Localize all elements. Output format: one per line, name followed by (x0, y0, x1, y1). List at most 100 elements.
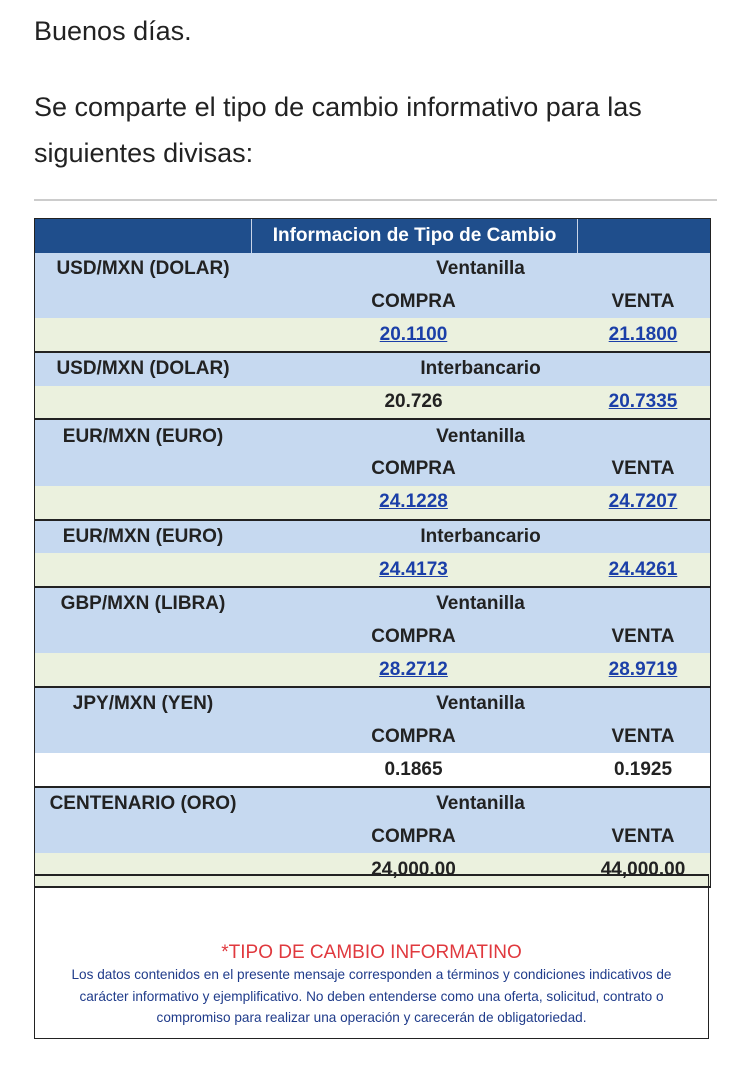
currency: USD/MXN (DOLAR) (56, 258, 230, 280)
currency-cell: EUR/MXN (EURO) (35, 521, 251, 554)
value-cell: 24.7207 (576, 486, 710, 519)
value-cell: 20.7335 (576, 386, 710, 419)
type-cell: Ventanilla (251, 688, 710, 721)
column-label: VENTA (611, 291, 675, 313)
value-cell: 28.2712 (251, 653, 576, 686)
disclaimer-line: carácter informativo y ejemplificativo. … (79, 988, 664, 1004)
label-cell: VENTA (576, 621, 710, 654)
currency: USD/MXN (DOLAR) (56, 358, 230, 380)
divider (34, 199, 717, 201)
column-label: VENTA (611, 826, 675, 848)
type-cell: Ventanilla (251, 420, 710, 453)
label-row: COMPRA VENTA (35, 620, 710, 654)
label-cell: VENTA (576, 821, 710, 854)
currency: EUR/MXN (EURO) (62, 525, 224, 547)
label-cell: COMPRA (251, 821, 576, 854)
rate-value: 0.1865 (384, 758, 443, 780)
rate-type: Interbancario (420, 358, 541, 380)
value-row: 20.1100 21.1800 (35, 318, 710, 354)
value-cell: 20.726 (251, 386, 576, 419)
value-row: 24.4173 24.4261 (35, 553, 710, 588)
rate-type: Ventanilla (436, 425, 525, 447)
type-cell: Interbancario (251, 521, 710, 554)
rate-type: Ventanilla (436, 693, 525, 715)
type-cell: Interbancario (251, 353, 710, 386)
value-row: 0.1865 0.1925 (35, 753, 710, 788)
intro-text: Se comparte el tipo de cambio informativ… (34, 92, 642, 168)
type-cell: Ventanilla (251, 588, 710, 621)
section-title-row: CENTENARIO (ORO) Ventanilla (35, 788, 710, 821)
rate-link[interactable]: 20.1100 (379, 323, 448, 345)
rate-link[interactable]: 24.4261 (608, 558, 678, 580)
rate-type: Interbancario (420, 525, 541, 547)
section-title-row: EUR/MXN (EURO) Ventanilla (35, 420, 710, 454)
label-row: COMPRA VENTA (35, 720, 710, 754)
currency: CENTENARIO (ORO) (49, 793, 237, 815)
disclaimer-title: *TIPO DE CAMBIO INFORMATINO (221, 942, 522, 963)
rate-link[interactable]: 28.2712 (379, 658, 448, 680)
rate-value: 20.726 (384, 391, 443, 413)
currency-cell: JPY/MXN (YEN) (35, 688, 251, 721)
label-cell: COMPRA (251, 621, 576, 654)
disclaimer-box: *TIPO DE CAMBIO INFORMATINO Los datos co… (34, 874, 709, 1039)
rate-value: 0.1925 (613, 758, 673, 780)
exchange-table: Informacion de Tipo de Cambio USD/MXN (D… (34, 218, 711, 889)
value-cell: 0.1925 (576, 753, 710, 786)
label-cell: VENTA (576, 286, 710, 319)
value-row: 28.2712 28.9719 (35, 653, 710, 688)
table-header-row: Informacion de Tipo de Cambio (35, 219, 710, 253)
rate-link[interactable]: 20.7335 (608, 391, 678, 413)
currency-cell: USD/MXN (DOLAR) (35, 353, 251, 386)
label-cell: COMPRA (251, 721, 576, 754)
rate-link[interactable]: 28.9719 (608, 658, 678, 680)
currency: GBP/MXN (LIBRA) (60, 593, 226, 615)
disclaimer-line: compromiso para realizar una operación y… (156, 1010, 587, 1025)
disclaimer-line: Los datos contenidos en el presente mens… (71, 967, 672, 982)
label-row: COMPRA VENTA (35, 820, 710, 854)
label-cell: VENTA (576, 453, 710, 486)
currency-cell: CENTENARIO (ORO) (35, 788, 251, 821)
greeting: Buenos días. (34, 16, 192, 46)
currency-cell: EUR/MXN (EURO) (35, 420, 251, 453)
value-cell: 20.1100 (251, 318, 576, 351)
section-title-row: JPY/MXN (YEN) Ventanilla (35, 687, 710, 721)
column-label: COMPRA (371, 625, 456, 647)
label-row: COMPRA VENTA (35, 453, 710, 486)
type-cell: Ventanilla (251, 788, 710, 821)
column-label: COMPRA (371, 725, 456, 747)
currency-cell: GBP/MXN (LIBRA) (35, 588, 251, 621)
table-header: Informacion de Tipo de Cambio (251, 219, 578, 253)
column-label: VENTA (611, 625, 675, 647)
value-cell: 24.4173 (251, 553, 576, 586)
currency-cell: USD/MXN (DOLAR) (35, 253, 251, 286)
currency: EUR/MXN (EURO) (62, 425, 224, 447)
label-cell: COMPRA (251, 453, 576, 486)
rate-link[interactable]: 24.7207 (608, 491, 678, 513)
value-row: 24.1228 24.7207 (35, 485, 710, 521)
rate-type: Ventanilla (436, 793, 525, 815)
value-cell: 24.1228 (251, 486, 576, 519)
value-cell: 24.4261 (576, 553, 710, 586)
column-label: COMPRA (371, 826, 456, 848)
value-row: 20.726 20.7335 (35, 385, 710, 421)
column-label: VENTA (611, 458, 675, 480)
column-label: VENTA (611, 725, 675, 747)
rate-link[interactable]: 24.4173 (379, 558, 448, 580)
value-cell: 28.9719 (576, 653, 710, 686)
section-title-row: EUR/MXN (EURO) Interbancario (35, 520, 710, 554)
rate-link[interactable]: 24.1228 (379, 491, 448, 513)
section-title-row: GBP/MXN (LIBRA) Ventanilla (35, 587, 710, 621)
rate-link[interactable]: 21.1800 (608, 323, 678, 345)
value-cell: 21.1800 (576, 318, 710, 351)
value-row: 24,000.00 44,000.00 (35, 853, 710, 889)
type-cell: Ventanilla (251, 253, 710, 286)
column-label: COMPRA (371, 291, 456, 313)
label-cell: COMPRA (251, 286, 576, 319)
label-row: COMPRA VENTA (35, 285, 710, 319)
value-cell: 0.1865 (251, 753, 576, 786)
column-label: COMPRA (371, 458, 456, 480)
rate-type: Ventanilla (436, 593, 525, 615)
label-cell: VENTA (576, 721, 710, 754)
section-title-row: USD/MXN (DOLAR) Interbancario (35, 353, 710, 386)
